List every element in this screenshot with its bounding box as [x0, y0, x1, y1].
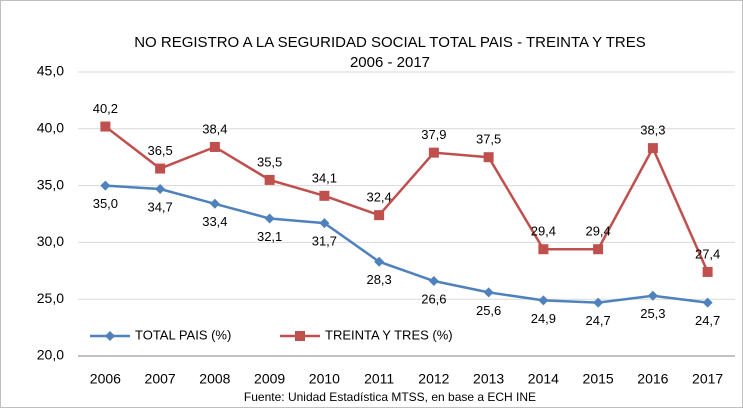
data-point	[483, 287, 494, 298]
data-label: 40,2	[93, 101, 118, 116]
data-point	[374, 210, 385, 221]
data-label: 32,4	[366, 190, 391, 205]
data-point	[319, 218, 330, 229]
data-label: 24,7	[695, 313, 720, 328]
data-label: 33,4	[202, 214, 227, 229]
source-note: Fuente: Unidad Estadística MTSS, en base…	[244, 390, 536, 404]
data-label: 37,9	[421, 127, 446, 142]
data-point	[428, 276, 439, 287]
data-label: 36,5	[147, 143, 172, 158]
data-label: 38,4	[202, 121, 227, 136]
data-point	[593, 297, 604, 308]
data-label: 34,1	[312, 170, 337, 185]
data-point	[100, 180, 111, 191]
data-point	[319, 190, 330, 201]
data-label: 24,7	[585, 313, 610, 328]
x-tick-label: 2009	[254, 371, 285, 387]
data-label: 25,6	[476, 303, 501, 318]
x-tick-label: 2016	[637, 371, 668, 387]
data-point	[155, 184, 166, 195]
data-point	[593, 244, 604, 255]
legend-label: TOTAL PAIS (%)	[135, 327, 231, 342]
data-label: 32,1	[257, 229, 282, 244]
x-tick-label: 2008	[199, 371, 230, 387]
series-line	[105, 184, 708, 304]
data-label: 34,7	[147, 199, 172, 214]
data-point	[647, 143, 658, 154]
data-label: 28,3	[366, 272, 391, 287]
data-label: 35,5	[257, 154, 282, 169]
data-point	[100, 121, 111, 132]
data-label: 29,4	[531, 224, 556, 239]
x-tick-label: 2014	[528, 371, 559, 387]
data-point	[374, 256, 385, 267]
y-tick-label: 35,0	[37, 176, 64, 192]
data-point	[428, 147, 439, 158]
chart-title: NO REGISTRO A LA SEGURIDAD SOCIAL TOTAL …	[134, 34, 646, 51]
data-point	[264, 174, 275, 185]
data-point	[483, 152, 494, 163]
x-tick-label: 2011	[364, 371, 394, 387]
x-tick-label: 2006	[90, 371, 121, 387]
data-label: 35,0	[93, 196, 118, 211]
data-label: 25,3	[640, 306, 665, 321]
data-label: 26,6	[421, 291, 446, 306]
y-tick-label: 30,0	[37, 233, 64, 249]
data-point	[702, 266, 713, 277]
data-label: 29,4	[585, 224, 610, 239]
data-label: 37,5	[476, 132, 501, 147]
x-tick-label: 2012	[418, 371, 449, 387]
data-label: 31,7	[312, 234, 337, 249]
data-point	[647, 290, 658, 301]
y-tick-label: 25,0	[37, 290, 64, 306]
x-tick-label: 2010	[309, 371, 340, 387]
x-tick-label: 2007	[145, 371, 176, 387]
data-label: 38,3	[640, 123, 665, 138]
legend-marker	[295, 331, 305, 341]
series-line	[104, 125, 709, 273]
data-point	[538, 295, 549, 306]
data-point	[264, 213, 275, 224]
data-point	[702, 297, 713, 308]
legend-label: TREINTA Y TRES (%)	[325, 327, 453, 342]
x-tick-label: 2017	[692, 371, 723, 387]
data-point	[209, 198, 220, 209]
data-point	[209, 141, 220, 152]
data-point	[538, 244, 549, 255]
chart-subtitle: 2006 - 2017	[350, 54, 430, 71]
data-label: 24,9	[531, 311, 556, 326]
data-label: 27,4	[695, 246, 720, 261]
x-tick-label: 2015	[583, 371, 614, 387]
x-tick-label: 2013	[473, 371, 504, 387]
y-tick-label: 45,0	[37, 63, 64, 79]
data-point	[155, 163, 166, 174]
legend-marker	[105, 331, 115, 341]
y-tick-label: 20,0	[37, 347, 64, 363]
y-tick-label: 40,0	[37, 120, 64, 136]
